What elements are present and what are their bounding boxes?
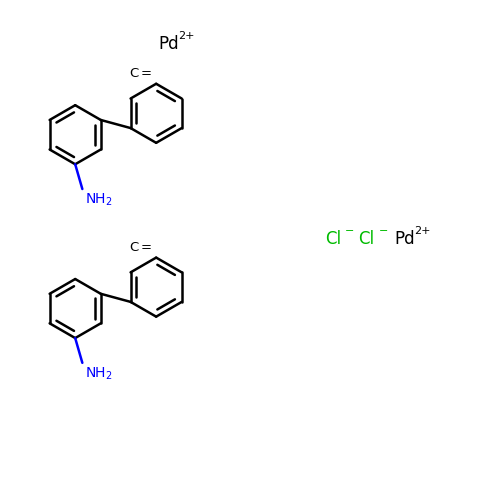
- Text: NH$_2$: NH$_2$: [85, 365, 113, 382]
- Text: NH$_2$: NH$_2$: [85, 192, 113, 208]
- Text: 2+: 2+: [414, 226, 431, 236]
- Text: C$=$: C$=$: [129, 67, 152, 80]
- Text: −: −: [378, 226, 388, 236]
- Text: Pd: Pd: [394, 230, 415, 249]
- Text: Pd: Pd: [159, 35, 179, 53]
- Text: Cl: Cl: [325, 230, 342, 249]
- Text: 2+: 2+: [179, 31, 195, 41]
- Text: Cl: Cl: [359, 230, 375, 249]
- Text: −: −: [345, 226, 354, 236]
- Text: C$=$: C$=$: [129, 241, 152, 254]
